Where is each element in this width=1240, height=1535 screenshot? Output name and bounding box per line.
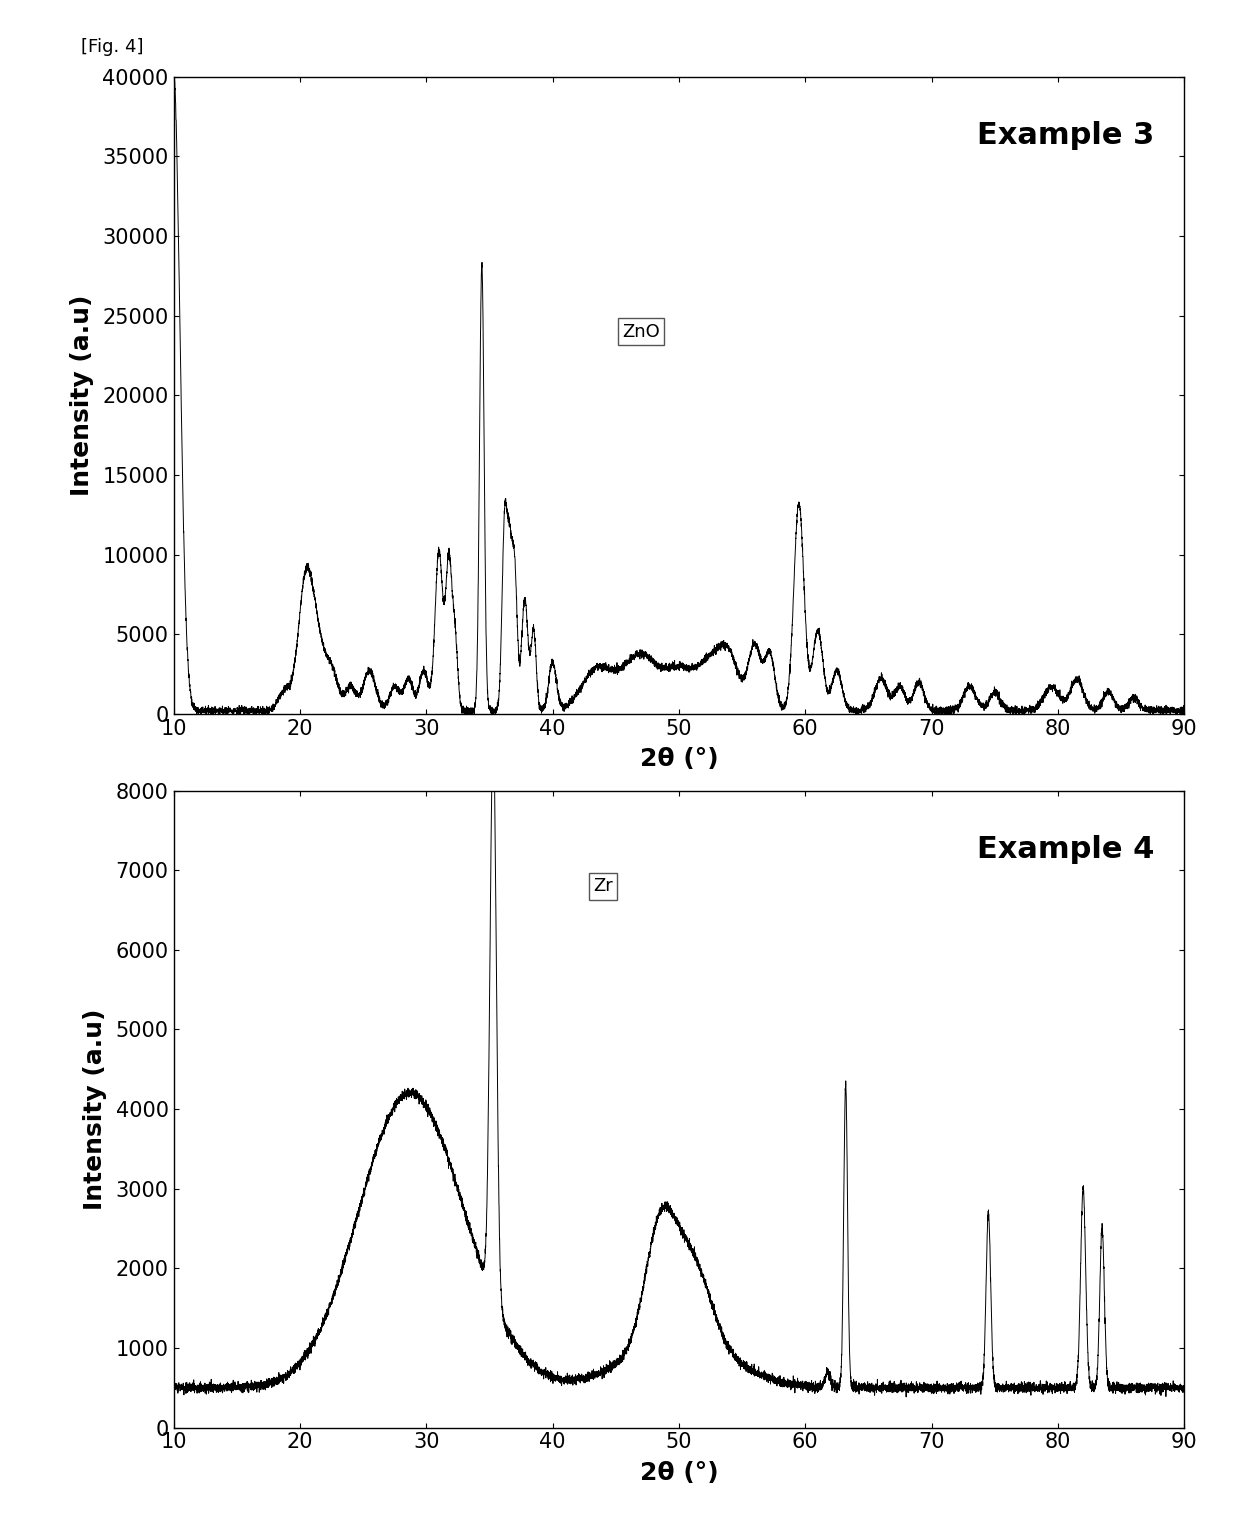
Text: Example 3: Example 3 [977, 121, 1154, 150]
Y-axis label: Intensity (a.u): Intensity (a.u) [83, 1008, 108, 1210]
Y-axis label: Intensity (a.u): Intensity (a.u) [71, 295, 94, 496]
Text: Example 4: Example 4 [977, 835, 1154, 864]
X-axis label: 2θ (°): 2θ (°) [640, 748, 718, 771]
Text: ZnO: ZnO [622, 322, 660, 341]
Text: Zr: Zr [593, 876, 613, 895]
X-axis label: 2θ (°): 2θ (°) [640, 1461, 718, 1484]
Text: [Fig. 4]: [Fig. 4] [81, 38, 143, 57]
